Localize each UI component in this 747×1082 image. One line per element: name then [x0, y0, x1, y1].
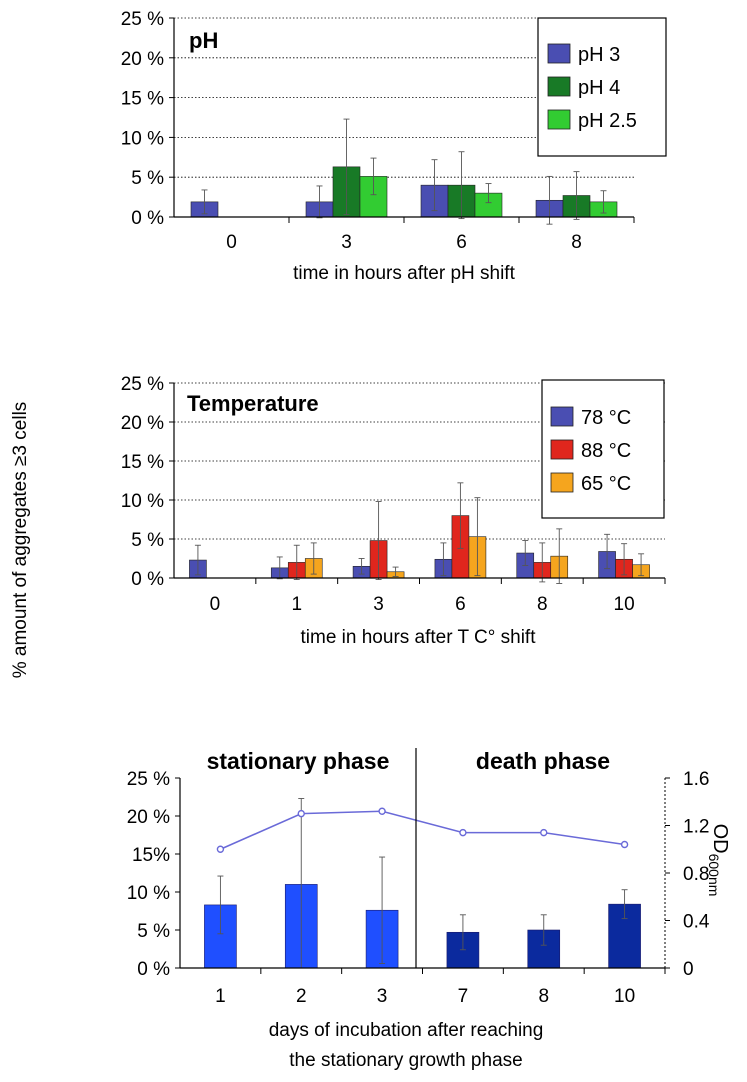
x-tick-label: 8 [537, 594, 548, 615]
x-tick-label: 3 [377, 986, 388, 1007]
temperature-panel: 0 % 5 % 10 % 15 % 20 % 25 % 0 1 3 6 8 10 Temperatu… [121, 374, 666, 648]
y-tick-label: 20 % [121, 413, 164, 434]
temperature-axes [169, 382, 666, 584]
x-tick-label: 1 [215, 986, 226, 1007]
ph-error-bars [201, 118, 607, 225]
ph-x-axis-label: time in hours after pH shift [293, 263, 515, 284]
stationary-phase-label: stationary phase [207, 748, 390, 774]
y-tick-label: 5 % [137, 921, 170, 942]
legend-swatch-65-c [550, 472, 574, 493]
ph-axes [169, 17, 635, 223]
y-tick-label: 25 % [121, 9, 164, 30]
x-tick-label: 10 [614, 986, 635, 1007]
od-point-day-8 [540, 828, 548, 837]
ph-panel-title: pH [189, 28, 218, 53]
y-tick-label: 25 % [127, 769, 170, 790]
x-tick-label: 0 [226, 232, 237, 253]
od-point-day-1 [216, 845, 225, 853]
growth-phase-panel: 0 % 5 % 10 % 15% 20 % 25 % 0 0.4 0.8 1.2 1.6 1 2 3 7… [127, 748, 731, 1071]
legend-label-ph-4: pH 4 [578, 77, 620, 99]
y-tick-label: 0 % [131, 569, 164, 590]
y-tick-label: 10 % [121, 491, 164, 512]
y-tick-label: 20 % [121, 49, 164, 70]
od-point-day-10 [620, 840, 629, 849]
y-tick-label: 5 % [131, 530, 164, 551]
od-series-line [220, 810, 625, 850]
y-tick-label: 25 % [121, 374, 164, 395]
legend-swatch-88-c [550, 439, 574, 460]
growth-x-tick-labels: 1 2 3 7 8 10 [215, 986, 635, 1007]
y-tick-label: 10 % [127, 883, 170, 904]
temperature-y-tick-labels: 0 % 5 % 10 % 15 % 20 % 25 % [121, 374, 164, 590]
y-tick-label: 10 % [121, 128, 164, 149]
ph-y-tick-labels: 0 % 5 % 10 % 15 % 20 % 25 % [121, 9, 164, 229]
x-tick-label: 0 [210, 594, 221, 615]
legend-swatch-ph-2-5 [547, 109, 571, 130]
legend-swatch-ph-4 [547, 76, 571, 97]
ph-x-tick-labels: 0 3 6 8 [226, 232, 582, 253]
x-tick-label: 7 [458, 986, 469, 1007]
y-tick-label: 15 % [121, 452, 164, 473]
temperature-bars [189, 515, 650, 579]
y-tick-label: 0 % [131, 208, 164, 229]
y-tick-label: 15% [132, 845, 170, 866]
od-axis-label-main: OD [709, 824, 731, 854]
od-point-day-3 [378, 807, 386, 815]
x-tick-label: 1 [291, 594, 302, 615]
y2-tick-label: 0.4 [683, 912, 710, 933]
x-tick-label: 6 [455, 594, 466, 615]
growth-y2-tick-labels: 0 0.4 0.8 1.2 1.6 [683, 769, 710, 980]
temperature-legend: 78 °C 88 °C 65 °C [541, 379, 665, 519]
x-tick-label: 3 [341, 232, 352, 253]
ph-bars [190, 166, 618, 218]
death-phase-label: death phase [476, 748, 610, 774]
y2-tick-label: 1.2 [683, 817, 709, 838]
od-line [216, 807, 629, 853]
x-tick-label: 6 [456, 232, 467, 253]
y2-tick-label: 0 [683, 959, 694, 980]
od-point-day-2 [297, 809, 305, 818]
x-tick-label: 8 [538, 986, 549, 1007]
shared-y-axis-label: % amount of aggregates ≥3 cells [10, 402, 31, 679]
legend-swatch-78-c [550, 406, 574, 427]
temperature-error-bars [194, 482, 645, 584]
growth-x-axis-label-line2: the stationary growth phase [289, 1050, 522, 1071]
y2-tick-label: 0.8 [683, 864, 709, 885]
y-tick-label: 5 % [131, 168, 164, 189]
legend-label-88-c: 88 °C [581, 440, 631, 462]
od-axis-label-subscript: 600nm [706, 854, 722, 897]
od-point-day-7 [459, 828, 467, 837]
legend-label-78-c: 78 °C [581, 407, 631, 429]
growth-bars [204, 884, 641, 969]
growth-axes [175, 748, 670, 974]
legend-label-ph-2-5: pH 2.5 [578, 110, 637, 132]
temperature-gridlines [174, 382, 665, 540]
growth-error-bars [217, 798, 628, 969]
ph-panel: 0 % 5 % 10 % 15 % 20 % 25 % 0 3 6 8 pH time in h… [121, 9, 667, 284]
od-axis-label: OD600nm [706, 824, 731, 897]
x-tick-label: 2 [296, 986, 307, 1007]
x-tick-label: 8 [571, 232, 582, 253]
y-tick-label: 0 % [137, 959, 170, 980]
growth-x-axis-label-line1: days of incubation after reaching [269, 1020, 544, 1041]
x-tick-label: 3 [373, 594, 384, 615]
y2-tick-label: 1.6 [683, 769, 709, 790]
x-tick-label: 10 [614, 594, 635, 615]
legend-swatch-ph-3 [547, 43, 571, 64]
ph-legend: pH 3 pH 4 pH 2.5 [537, 17, 667, 157]
temperature-x-tick-labels: 0 1 3 6 8 10 [210, 594, 635, 615]
temperature-x-axis-label: time in hours after T C° shift [301, 627, 537, 648]
temperature-panel-title: Temperature [187, 391, 319, 416]
growth-y-tick-labels: 0 % 5 % 10 % 15% 20 % 25 % [127, 769, 170, 980]
y-tick-label: 20 % [127, 807, 170, 828]
y-tick-label: 15 % [121, 89, 164, 110]
legend-label-ph-3: pH 3 [578, 44, 620, 66]
legend-label-65-c: 65 °C [581, 473, 631, 495]
